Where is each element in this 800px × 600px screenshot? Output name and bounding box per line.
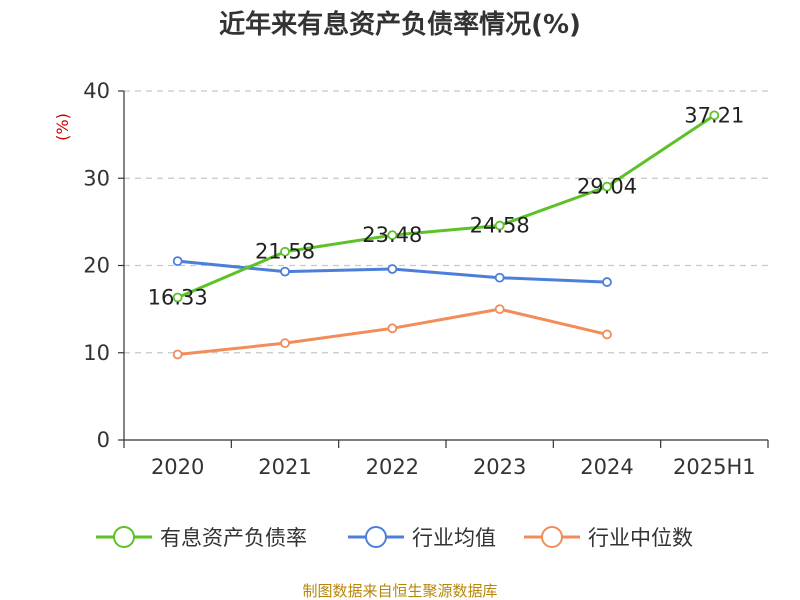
data-point[interactable]: [494, 304, 505, 315]
data-point[interactable]: [280, 266, 290, 277]
y-tick-label: 30: [83, 166, 110, 190]
legend-swatch-marker: [113, 526, 135, 548]
x-tick-label: 2020: [151, 455, 204, 479]
x-tick-label: 2025H1: [673, 455, 756, 479]
data-label: 23.48: [362, 223, 422, 247]
gridlines: [124, 90, 768, 354]
legend-label: 行业均值: [412, 526, 496, 550]
data-point[interactable]: [494, 220, 505, 231]
data-point[interactable]: [172, 349, 183, 360]
data-point[interactable]: [602, 329, 612, 340]
series-1: [172, 110, 720, 303]
x-tick-label: 2022: [366, 455, 419, 479]
x-tick-label: 2024: [580, 455, 633, 479]
series-3: [172, 304, 612, 360]
chart-title: 近年来有息资产负债率情况(%): [219, 9, 581, 40]
data-point[interactable]: [602, 181, 612, 192]
y-tick-label: 40: [83, 79, 110, 103]
data-point[interactable]: [387, 264, 398, 274]
data-label: 21.58: [255, 240, 315, 264]
data-label: 16.33: [148, 286, 208, 310]
data-labels: 16.33 21.58 23.48 24.58 29.04 37.21: [148, 103, 745, 309]
y-tick-label: 20: [83, 254, 110, 278]
legend-label: 有息资产负债率: [160, 526, 307, 550]
legend-swatch-marker: [365, 526, 387, 548]
series-group: [172, 110, 720, 360]
y-axis-label: (%): [53, 113, 72, 141]
data-point[interactable]: [280, 338, 290, 349]
data-point[interactable]: [494, 272, 505, 283]
legend-item-3[interactable]: 行业中位数: [524, 526, 693, 550]
data-point[interactable]: [602, 277, 612, 287]
legend[interactable]: 有息资产负债率 行业均值 行业中位数: [96, 526, 693, 550]
data-point[interactable]: [172, 292, 183, 303]
x-tick-label: 2021: [258, 455, 311, 479]
data-point[interactable]: [280, 246, 290, 257]
legend-item-2[interactable]: 行业均值: [348, 526, 496, 550]
data-point[interactable]: [387, 323, 398, 334]
series-line: [177, 114, 716, 299]
axes: 0 10 20 30 40 2020 2021 2022 2023 2024 2025H1: [83, 79, 769, 479]
data-label: 24.58: [470, 214, 530, 238]
source-note: 制图数据来自恒生聚源数据库: [302, 582, 497, 600]
data-point[interactable]: [709, 110, 720, 121]
x-tick-label: 2023: [473, 455, 526, 479]
data-point[interactable]: [172, 256, 183, 267]
legend-label: 行业中位数: [588, 526, 693, 550]
legend-item-1[interactable]: 有息资产负债率: [96, 526, 307, 550]
y-tick-label: 10: [83, 341, 110, 365]
legend-swatch-marker: [541, 526, 563, 548]
data-label: 37.21: [684, 103, 744, 127]
data-point[interactable]: [387, 230, 398, 241]
y-tick-label: 0: [97, 428, 110, 452]
data-label: 29.04: [577, 175, 637, 199]
